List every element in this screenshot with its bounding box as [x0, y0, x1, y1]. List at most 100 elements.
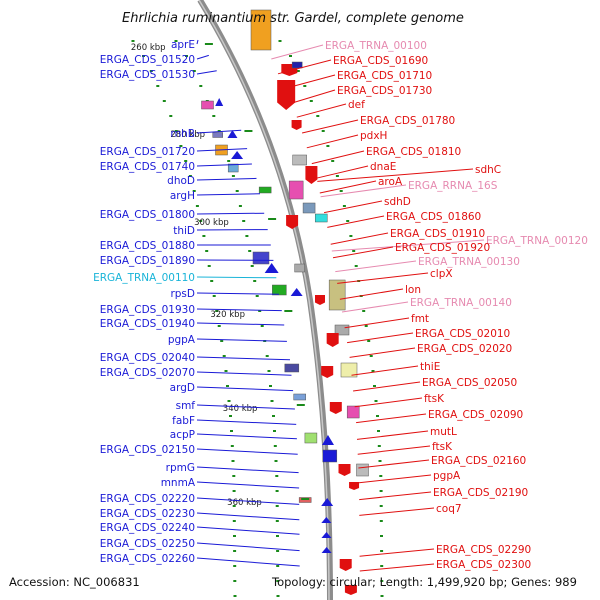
- gene-label: ERGA_CDS_01860: [386, 211, 481, 223]
- feature-block: [328, 279, 346, 311]
- leader-line: [320, 184, 407, 198]
- gene-label: ERGA_CDS_02230: [100, 508, 195, 520]
- leader-line: [196, 448, 298, 455]
- leader-line: [353, 381, 421, 392]
- ruler-dot: [376, 415, 379, 417]
- ruler-label: 260 kbp: [131, 43, 166, 53]
- leader-line: [196, 129, 242, 134]
- ruler-dot: [270, 400, 274, 402]
- ruler-dot: [230, 430, 233, 432]
- gene-label: pgpA: [168, 334, 196, 346]
- gene-label: thiD: [173, 225, 195, 237]
- leader-line: [196, 526, 300, 535]
- ruler-dot: [242, 220, 246, 222]
- right-leader-lines: [271, 44, 485, 572]
- ruler-dot: [378, 460, 382, 462]
- gene-label: ERGA_CDS_01720: [100, 146, 195, 158]
- gene-label: def: [348, 99, 365, 111]
- accession-label: Accession: NC_006831: [9, 575, 140, 589]
- ruler-dot: [174, 130, 178, 132]
- ruler-dot: [192, 70, 196, 72]
- ruler-dot: [371, 370, 375, 372]
- ruler-dot: [265, 355, 269, 357]
- gene-label: ERGA_CDS_01910: [390, 228, 485, 240]
- ruler-dot: [250, 265, 254, 267]
- leader-line: [196, 70, 217, 75]
- leader-line: [196, 212, 265, 215]
- ruler-dot: [233, 550, 237, 552]
- gene-label: ERGA_CDS_01810: [366, 146, 461, 158]
- ruler-dot: [232, 490, 236, 492]
- gene-label: argH: [170, 190, 195, 202]
- leader-line: [311, 150, 365, 165]
- ruler-dot: [232, 475, 236, 477]
- leader-line: [359, 563, 435, 572]
- ruler-dot: [331, 160, 335, 162]
- gene-label: ERGA_CDS_01530: [100, 69, 195, 81]
- ruler-dot: [321, 130, 325, 132]
- ruler-dot: [192, 190, 196, 192]
- feature-block: [294, 263, 305, 273]
- leader-line: [196, 512, 300, 521]
- feature-arrow-down: [349, 482, 360, 490]
- ruler-dot: [188, 175, 192, 177]
- feature-block: [340, 362, 358, 378]
- leader-line: [196, 322, 285, 326]
- ruler-dot: [217, 325, 221, 327]
- ruler-dot: [373, 385, 376, 387]
- gene-label: thiE: [420, 361, 440, 373]
- feature-block: [302, 202, 316, 214]
- ruler-dot: [267, 370, 271, 372]
- gene-label: smf: [176, 400, 196, 412]
- ruler-label: 280 kbp: [170, 130, 205, 140]
- gene-label: ERGA_CDS_01690: [333, 55, 428, 67]
- ruler-dot: [233, 535, 236, 537]
- ruler-dot: [253, 280, 257, 282]
- ruler-dot: [227, 160, 231, 162]
- ruler-dot: [276, 580, 280, 582]
- gene-label: pdxH: [360, 130, 387, 142]
- ruler-dot: [233, 565, 237, 567]
- gene-label: ERGA_CDS_02050: [422, 377, 517, 389]
- ruler-tick: [204, 43, 213, 45]
- leader-line: [290, 89, 336, 104]
- leader-line: [356, 430, 429, 440]
- ruler-dot: [274, 460, 278, 462]
- gene-label: ftsK: [432, 441, 453, 453]
- ruler-dot: [296, 70, 300, 72]
- gene-label: ERGA_CDS_02040: [100, 352, 195, 364]
- ruler-dot: [273, 445, 277, 447]
- ruler-dot: [275, 490, 279, 492]
- feature-arrow-up: [227, 130, 238, 138]
- gene-label: rpmG: [166, 462, 195, 474]
- ruler-dot: [220, 340, 224, 342]
- leader-line: [337, 272, 429, 284]
- feature-block: [227, 163, 239, 173]
- ruler-dot: [379, 475, 383, 477]
- ruler-dot: [232, 505, 236, 507]
- gene-label: ERGA_TRNA_00100: [325, 40, 427, 52]
- leader-line: [359, 491, 432, 501]
- gene-label: ERGA_CDS_01800: [100, 209, 195, 221]
- gene-label: ERGA_CDS_01740: [100, 161, 195, 173]
- feature-block: [201, 100, 214, 110]
- ruler-dot: [245, 235, 249, 237]
- ruler-dot: [380, 580, 384, 582]
- feature-block: [292, 154, 307, 166]
- gene-label: ERGA_CDS_02070: [100, 367, 195, 379]
- feature-block: [291, 61, 303, 69]
- ruler-dot: [377, 445, 381, 447]
- ruler-dot: [195, 205, 199, 207]
- leader-line: [196, 177, 257, 181]
- feature-block: [284, 363, 300, 373]
- leader-line: [354, 397, 423, 408]
- leader-line: [359, 507, 435, 516]
- feature-arrow-down: [277, 80, 296, 110]
- ruler-dot: [149, 70, 153, 72]
- gene-label: ERGA_CDS_01880: [100, 240, 195, 252]
- gene-label: coq7: [436, 503, 462, 515]
- ruler-dot: [339, 190, 343, 192]
- ruler-tick: [301, 498, 310, 500]
- ruler-dot: [224, 370, 228, 372]
